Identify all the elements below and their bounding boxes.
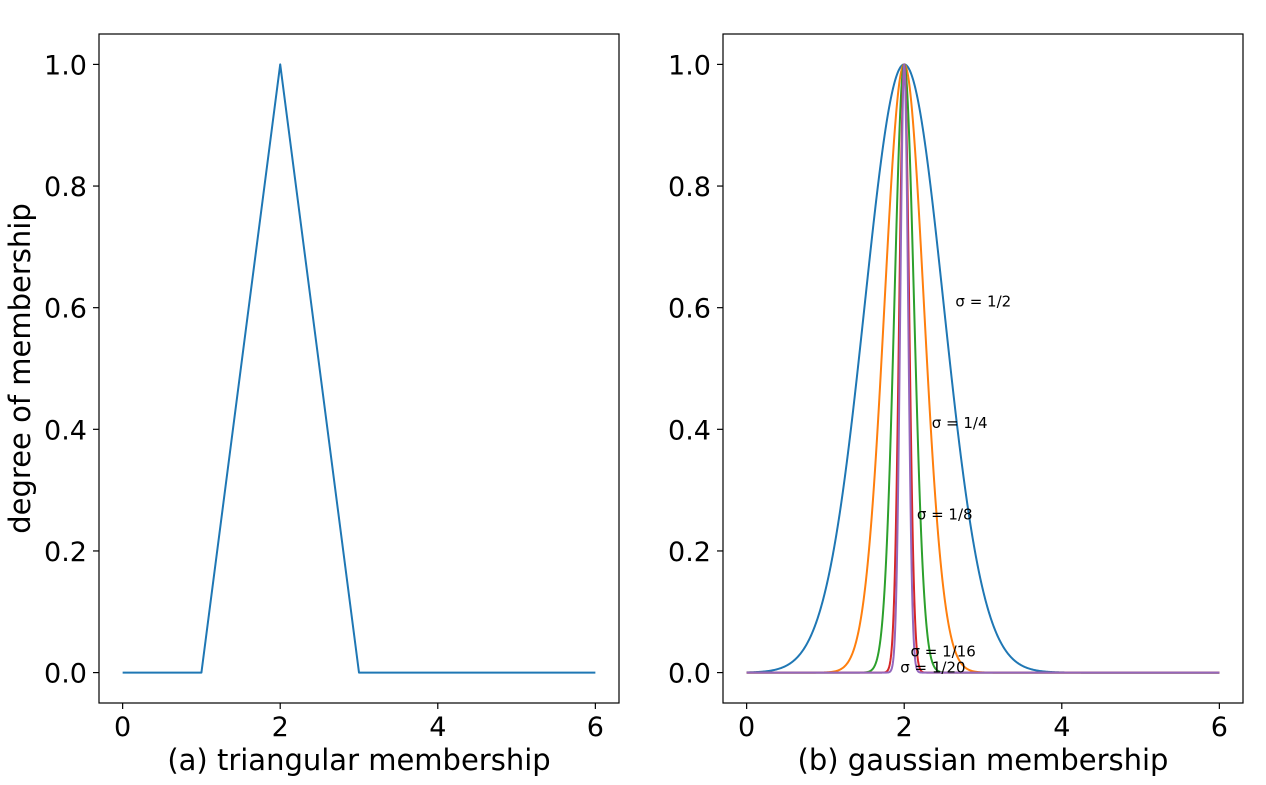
y-tick-label: 0.2 [44,537,87,568]
series-annotation-0: σ = 1/2 [955,293,1011,311]
y-tick-label: 1.0 [668,50,711,81]
panel-triangular: 0 2 4 6 0.0 0.2 0.4 0.6 0.8 1.0 (a) triangular mem… [3,33,620,777]
series-annotation-2: σ = 1/8 [917,505,973,523]
y-tick-label: 0.8 [668,172,711,203]
x-axis-label: (b) gaussian membership [798,743,1169,777]
x-tick-label: 4 [429,712,446,743]
series-annotation-3: σ = 1/16 [911,642,976,660]
series-line-0 [122,63,596,674]
series-line-4 [746,63,1220,674]
y-tick-label: 0.0 [44,659,87,690]
y-axis-label: degree of membership [3,203,37,533]
y-tick-label: 0.2 [668,537,711,568]
x-tick-label: 0 [114,712,131,743]
series-line-3 [746,63,1220,674]
y-tick-label: 0.8 [44,172,87,203]
series-annotation-1: σ = 1/4 [932,414,988,432]
x-axis-label: (a) triangular membership [167,743,550,777]
x-tick-label: 6 [587,712,604,743]
x-tick-label: 6 [1211,712,1228,743]
x-tick-label: 0 [738,712,755,743]
plot-frame [98,33,620,704]
series-annotation-4: σ = 1/20 [900,659,965,677]
y-tick-label: 0.4 [668,415,711,446]
y-tick-label: 0.6 [44,294,87,325]
y-tick-label: 0.4 [44,415,87,446]
x-tick-label: 2 [272,712,289,743]
series-line-0 [746,63,1220,674]
series-line-1 [746,63,1220,674]
x-tick-label: 4 [1053,712,1070,743]
series-line-2 [746,63,1220,674]
x-tick-label: 2 [896,712,913,743]
y-tick-label: 0.0 [668,659,711,690]
y-tick-label: 1.0 [44,50,87,81]
plot-frame [722,33,1244,704]
panel-gaussian: σ = 1/2 σ = 1/4 σ = 1/8 σ = 1/16σ = 1/20 0 2 4… [668,33,1244,777]
y-tick-label: 0.6 [668,294,711,325]
